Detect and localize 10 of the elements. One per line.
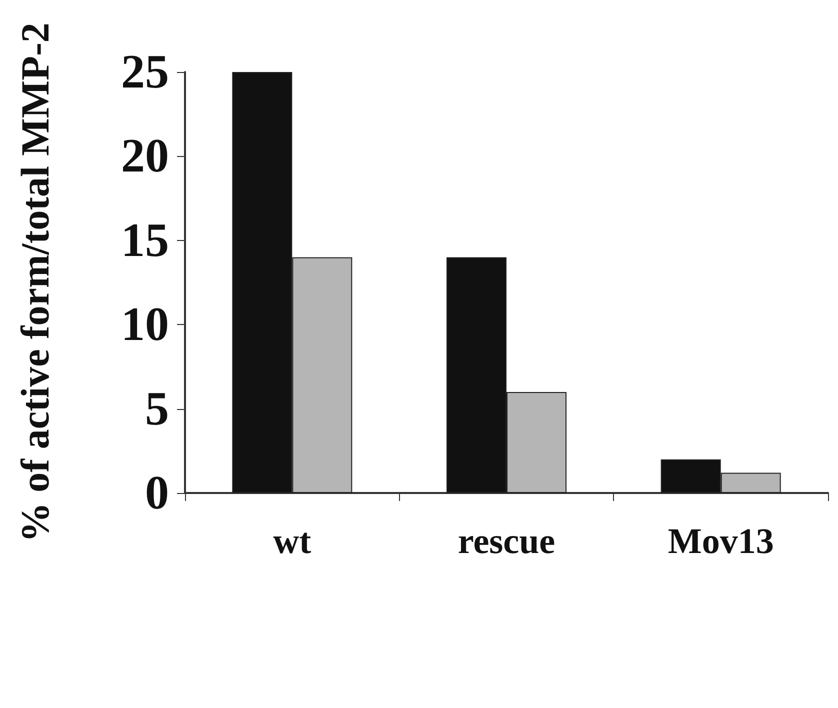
y-tick-label: 25 — [121, 46, 169, 98]
y-axis-title: % of active form/total MMP-2 — [12, 22, 58, 542]
y-tick-label: 0 — [145, 466, 169, 520]
y-tick-label: 20 — [121, 130, 169, 183]
x-tick-label: Mov13 — [668, 521, 774, 561]
x-tick-label: rescue — [458, 521, 556, 561]
x-tick-label: wt — [273, 521, 312, 561]
y-tick-label: 10 — [121, 298, 169, 352]
y-tick-label: 15 — [121, 214, 169, 267]
y-tick-label: 5 — [145, 382, 169, 436]
